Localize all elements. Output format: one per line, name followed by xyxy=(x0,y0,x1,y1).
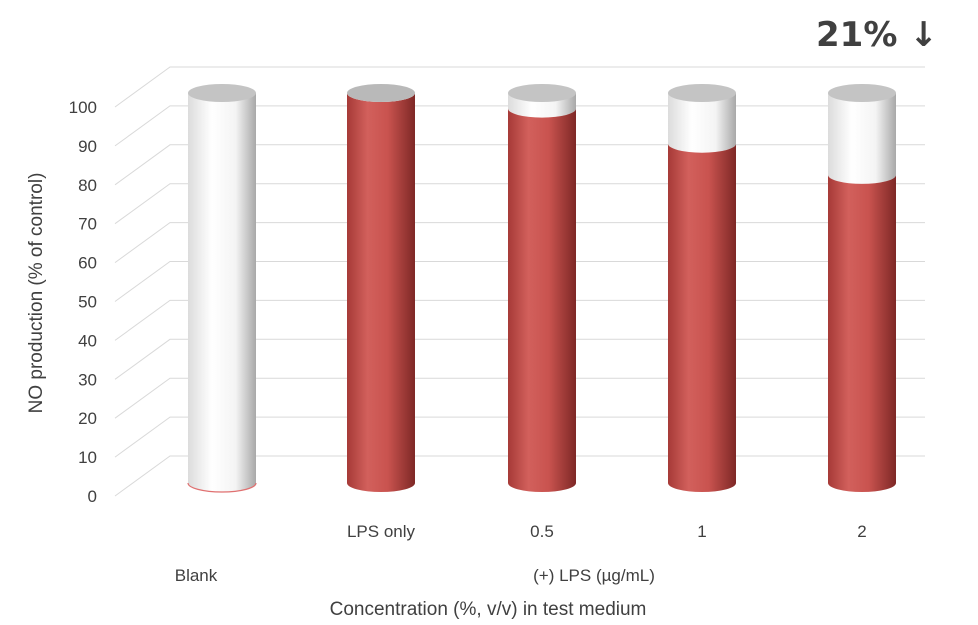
y-tick-label: 40 xyxy=(78,331,97,350)
x-axis-title: Concentration (%, v/v) in test medium xyxy=(330,599,647,620)
bar-2 xyxy=(508,84,576,492)
x-category-label: 0.5 xyxy=(530,522,554,541)
bar-remainder xyxy=(188,93,256,492)
y-tick-label: 80 xyxy=(78,176,97,195)
x-axis-categories: Blank LPS only 0.5 1 2 xyxy=(175,522,867,585)
x-category-label: 1 xyxy=(697,522,706,541)
y-tick-label: 50 xyxy=(78,293,97,312)
bar-top-cap xyxy=(668,84,736,102)
y-tick-label: 20 xyxy=(78,409,97,428)
bar-value xyxy=(508,108,576,492)
bar-3 xyxy=(668,84,736,492)
y-axis-title: NO production (% of control) xyxy=(26,173,47,414)
group-label: (+) LPS (µg/mL) xyxy=(533,566,655,585)
bar-0 xyxy=(187,84,257,493)
y-tick-label: 90 xyxy=(78,137,97,156)
bar-4 xyxy=(828,84,896,492)
bar-top-cap xyxy=(828,84,896,102)
y-tick-label: 10 xyxy=(78,448,97,467)
y-tick-label: 60 xyxy=(78,254,97,273)
y-tick-label: 100 xyxy=(69,98,97,117)
x-category-label: Blank xyxy=(175,566,218,585)
y-tick-label: 0 xyxy=(88,487,97,506)
bar-top-cap xyxy=(347,84,415,102)
bar-top-cap xyxy=(188,84,256,102)
bar-1 xyxy=(347,84,415,492)
y-axis-ticks: 0 10 20 30 40 50 60 70 80 90 100 xyxy=(69,98,97,506)
y-tick-label: 70 xyxy=(78,215,97,234)
bar-remainder xyxy=(828,93,896,184)
bar-baseline xyxy=(187,482,257,493)
reduction-annotation: 21% ↓ xyxy=(816,15,938,55)
bar-value xyxy=(668,143,736,492)
x-category-label: LPS only xyxy=(347,522,416,541)
bar-value xyxy=(347,93,415,492)
bars xyxy=(187,84,896,493)
bar-value xyxy=(828,174,896,492)
bar-remainder xyxy=(668,93,736,153)
bar-top-cap xyxy=(508,84,576,102)
x-category-label: 2 xyxy=(857,522,866,541)
y-tick-label: 30 xyxy=(78,370,97,389)
gridline xyxy=(114,66,925,108)
